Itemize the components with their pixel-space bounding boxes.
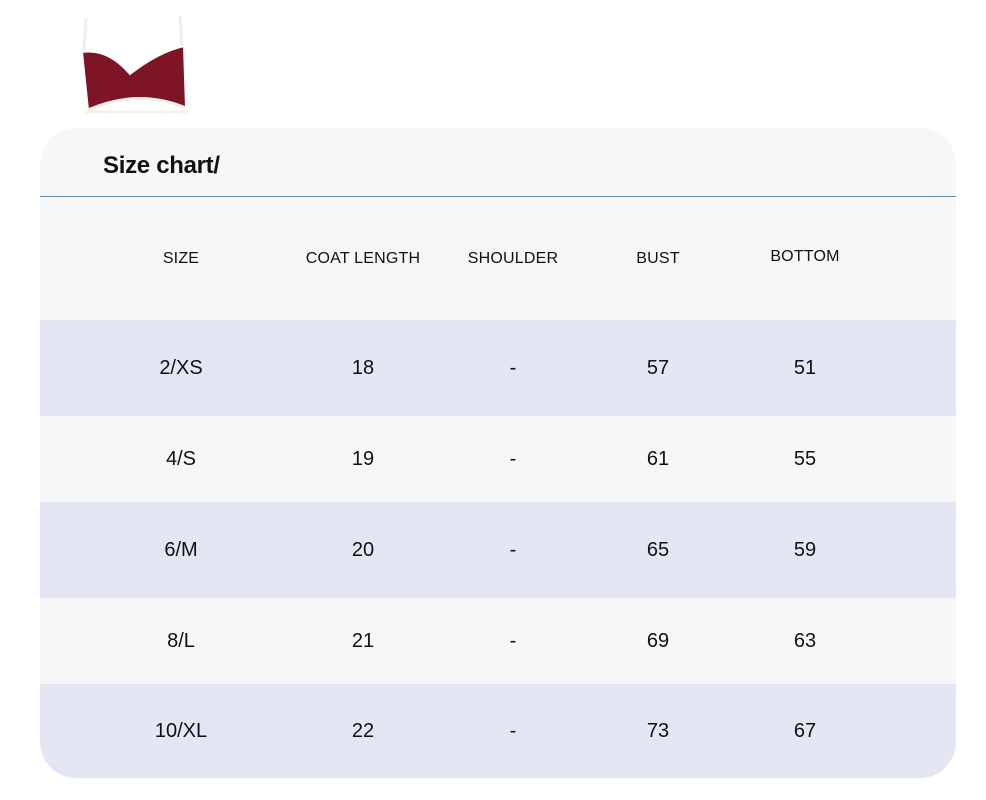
cell-coat-length: 18 [351,356,375,379]
cell-bottom: 67 [793,719,817,742]
cell-size: 8/L [167,629,195,652]
header-bottom: BOTTOM [770,247,840,265]
table-row: 4/S 19 - 61 55 [40,416,956,502]
bralette-icon [80,15,188,114]
cell-size: 2/XS [159,356,203,379]
cell-shoulder: - [509,538,517,561]
table-row: 10/XL 22 - 73 67 [40,684,956,778]
cell-bottom: 51 [793,356,817,379]
size-chart-table: Size chart/ SIZE COAT LENGTH SHOULDER BU… [40,128,956,778]
table-row: 8/L 21 - 69 63 [40,598,956,684]
product-image [68,12,216,118]
cell-bust: 73 [646,719,670,742]
cell-bottom: 63 [793,629,817,652]
cell-size: 10/XL [154,719,208,742]
cell-coat-length: 20 [351,538,375,561]
header-bust: BUST [636,249,680,267]
cell-shoulder: - [509,447,517,470]
title-band: Size chart/ [40,128,956,197]
cell-size: 4/S [165,447,197,470]
cell-size: 6/M [164,538,198,561]
header-coat-length: COAT LENGTH [305,249,421,267]
table-row: 6/M 20 - 65 59 [40,502,956,598]
cell-bottom: 55 [793,447,817,470]
cell-bottom: 59 [793,538,817,561]
cell-shoulder: - [509,719,517,742]
header-shoulder: SHOULDER [467,249,559,267]
cell-shoulder: - [509,356,517,379]
cell-bust: 61 [646,447,670,470]
size-chart-title: Size chart/ [103,152,220,179]
cell-coat-length: 22 [351,719,375,742]
cell-bust: 57 [646,356,670,379]
cell-bust: 65 [646,538,670,561]
cell-bust: 69 [646,629,670,652]
table-row: 2/XS 18 - 57 51 [40,320,956,416]
cell-shoulder: - [509,629,517,652]
cell-coat-length: 19 [351,447,375,470]
header-row: SIZE COAT LENGTH SHOULDER BUST BOTTOM [40,197,956,320]
header-size: SIZE [162,249,200,267]
cell-coat-length: 21 [351,629,375,652]
